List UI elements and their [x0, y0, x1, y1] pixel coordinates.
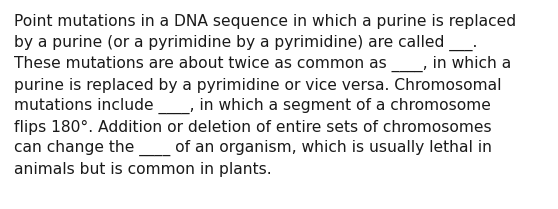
Text: Point mutations in a DNA sequence in which a purine is replaced
by a purine (or : Point mutations in a DNA sequence in whi…: [14, 14, 516, 177]
